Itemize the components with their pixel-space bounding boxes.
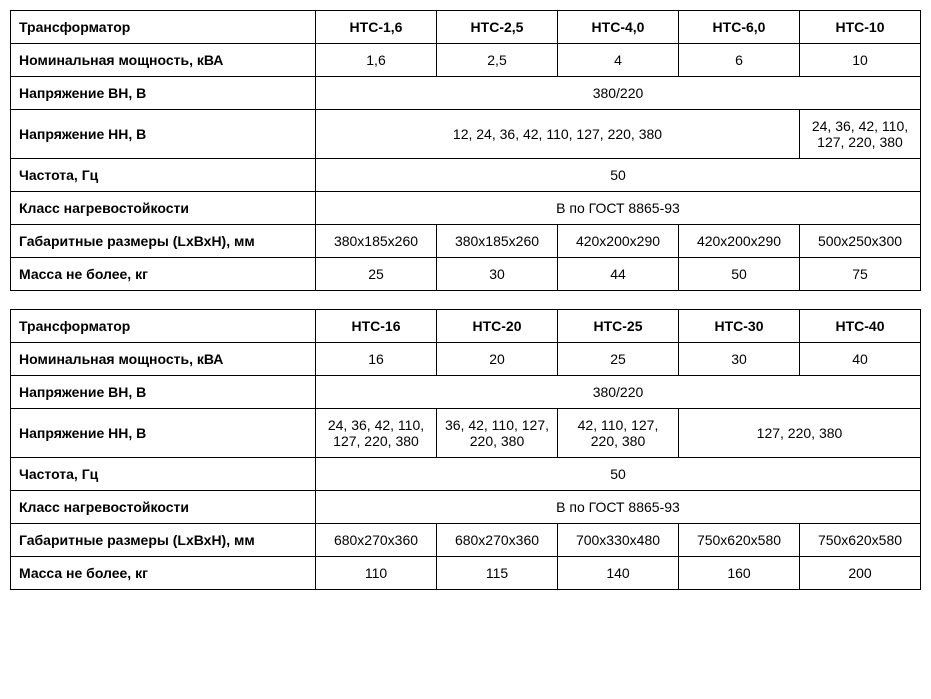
spec-table-1: Трансформатор НТС-1,6 НТС-2,5 НТС-4,0 НТ… xyxy=(10,10,921,291)
cell-value: 6 xyxy=(679,44,800,77)
row-label: Габаритные размеры (LхВхН), мм xyxy=(11,225,316,258)
cell-value: 50 xyxy=(679,258,800,291)
cell-value: 2,5 xyxy=(437,44,558,77)
table-header-row: Трансформатор НТС-1,6 НТС-2,5 НТС-4,0 НТ… xyxy=(11,11,921,44)
col-header: НТС-6,0 xyxy=(679,11,800,44)
col-header: Трансформатор xyxy=(11,310,316,343)
cell-value: 115 xyxy=(437,557,558,590)
col-header: НТС-2,5 xyxy=(437,11,558,44)
table-row: Частота, Гц50 xyxy=(11,458,921,491)
cell-value: 420х200х290 xyxy=(679,225,800,258)
cell-value: 10 xyxy=(800,44,921,77)
cell-value: 12, 24, 36, 42, 110, 127, 220, 380 xyxy=(316,110,800,159)
cell-value: В по ГОСТ 8865-93 xyxy=(316,192,921,225)
col-header: НТС-30 xyxy=(679,310,800,343)
table-row: Номинальная мощность, кВА1,62,54610 xyxy=(11,44,921,77)
col-header: НТС-4,0 xyxy=(558,11,679,44)
table-row: Масса не более, кг2530445075 xyxy=(11,258,921,291)
table-row: Класс нагревостойкостиВ по ГОСТ 8865-93 xyxy=(11,192,921,225)
row-label: Напряжение НН, В xyxy=(11,110,316,159)
col-header: НТС-16 xyxy=(316,310,437,343)
cell-value: 127, 220, 380 xyxy=(679,409,921,458)
row-label: Класс нагревостойкости xyxy=(11,192,316,225)
cell-value: 24, 36, 42, 110, 127, 220, 380 xyxy=(800,110,921,159)
cell-value: 700х330х480 xyxy=(558,524,679,557)
col-header: Трансформатор xyxy=(11,11,316,44)
row-label: Напряжение ВН, В xyxy=(11,77,316,110)
cell-value: 380/220 xyxy=(316,77,921,110)
col-header: НТС-20 xyxy=(437,310,558,343)
table-row: Класс нагревостойкостиВ по ГОСТ 8865-93 xyxy=(11,491,921,524)
cell-value: 680х270х360 xyxy=(437,524,558,557)
cell-value: 750х620х580 xyxy=(679,524,800,557)
cell-value: 30 xyxy=(679,343,800,376)
row-label: Масса не более, кг xyxy=(11,258,316,291)
row-label: Номинальная мощность, кВА xyxy=(11,343,316,376)
cell-value: 20 xyxy=(437,343,558,376)
cell-value: 380х185х260 xyxy=(316,225,437,258)
row-label: Частота, Гц xyxy=(11,458,316,491)
cell-value: 25 xyxy=(558,343,679,376)
cell-value: 420х200х290 xyxy=(558,225,679,258)
table-row: Масса не более, кг110115140160200 xyxy=(11,557,921,590)
row-label: Масса не более, кг xyxy=(11,557,316,590)
cell-value: 380/220 xyxy=(316,376,921,409)
cell-value: 42, 110, 127, 220, 380 xyxy=(558,409,679,458)
table-row: Номинальная мощность, кВА1620253040 xyxy=(11,343,921,376)
cell-value: 680х270х360 xyxy=(316,524,437,557)
row-label: Габаритные размеры (LхВхН), мм xyxy=(11,524,316,557)
row-label: Номинальная мощность, кВА xyxy=(11,44,316,77)
col-header: НТС-1,6 xyxy=(316,11,437,44)
table-row: Частота, Гц50 xyxy=(11,159,921,192)
cell-value: 16 xyxy=(316,343,437,376)
spec-table-2: Трансформатор НТС-16 НТС-20 НТС-25 НТС-3… xyxy=(10,309,921,590)
row-label: Класс нагревостойкости xyxy=(11,491,316,524)
cell-value: 160 xyxy=(679,557,800,590)
cell-value: 50 xyxy=(316,458,921,491)
cell-value: 75 xyxy=(800,258,921,291)
row-label: Напряжение НН, В xyxy=(11,409,316,458)
cell-value: 4 xyxy=(558,44,679,77)
table-header-row: Трансформатор НТС-16 НТС-20 НТС-25 НТС-3… xyxy=(11,310,921,343)
cell-value: 50 xyxy=(316,159,921,192)
col-header: НТС-10 xyxy=(800,11,921,44)
table2-body: Номинальная мощность, кВА1620253040Напря… xyxy=(11,343,921,590)
table-row: Напряжение ВН, В380/220 xyxy=(11,376,921,409)
cell-value: 500х250х300 xyxy=(800,225,921,258)
table1-body: Номинальная мощность, кВА1,62,54610Напря… xyxy=(11,44,921,291)
table-row: Напряжение ВН, В380/220 xyxy=(11,77,921,110)
cell-value: 200 xyxy=(800,557,921,590)
table-row: Габаритные размеры (LхВхН), мм380х185х26… xyxy=(11,225,921,258)
row-label: Частота, Гц xyxy=(11,159,316,192)
col-header: НТС-40 xyxy=(800,310,921,343)
table-row: Габаритные размеры (LхВхН), мм680х270х36… xyxy=(11,524,921,557)
cell-value: 110 xyxy=(316,557,437,590)
col-header: НТС-25 xyxy=(558,310,679,343)
cell-value: 140 xyxy=(558,557,679,590)
cell-value: В по ГОСТ 8865-93 xyxy=(316,491,921,524)
table-row: Напряжение НН, В12, 24, 36, 42, 110, 127… xyxy=(11,110,921,159)
cell-value: 25 xyxy=(316,258,437,291)
cell-value: 36, 42, 110, 127, 220, 380 xyxy=(437,409,558,458)
cell-value: 1,6 xyxy=(316,44,437,77)
cell-value: 380х185х260 xyxy=(437,225,558,258)
cell-value: 30 xyxy=(437,258,558,291)
cell-value: 750х620х580 xyxy=(800,524,921,557)
cell-value: 44 xyxy=(558,258,679,291)
cell-value: 40 xyxy=(800,343,921,376)
cell-value: 24, 36, 42, 110, 127, 220, 380 xyxy=(316,409,437,458)
table-row: Напряжение НН, В24, 36, 42, 110, 127, 22… xyxy=(11,409,921,458)
row-label: Напряжение ВН, В xyxy=(11,376,316,409)
